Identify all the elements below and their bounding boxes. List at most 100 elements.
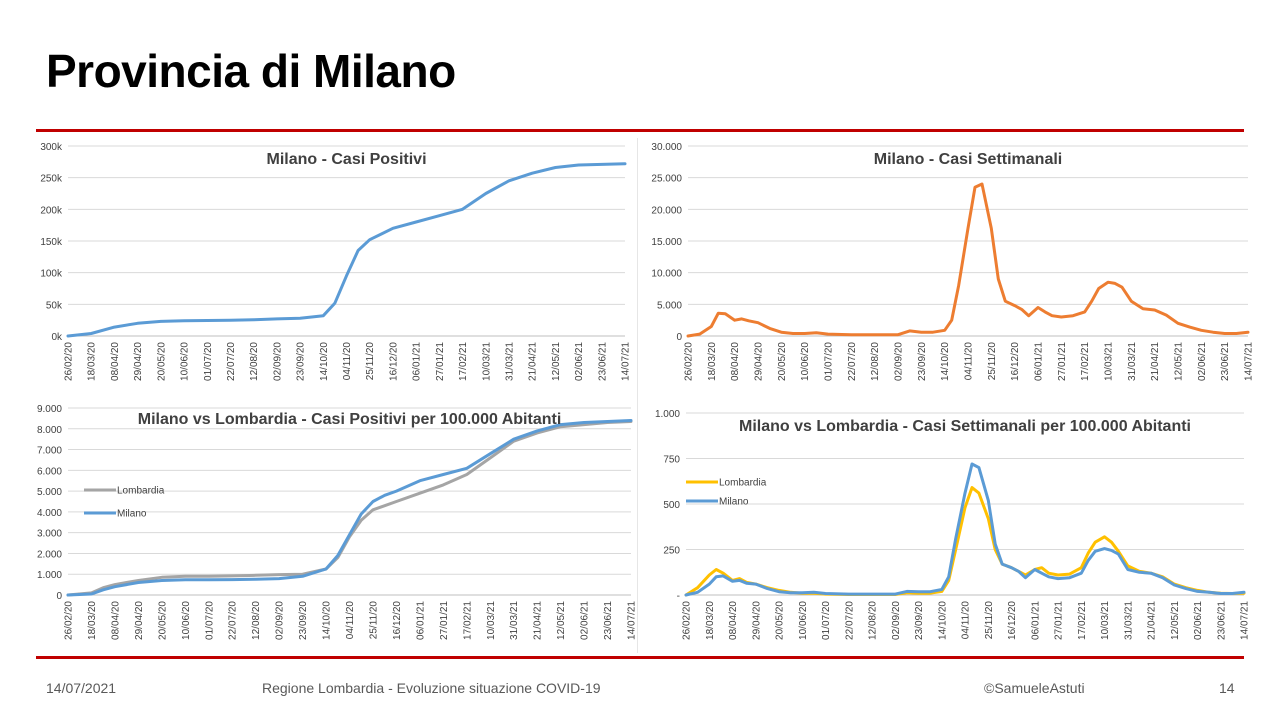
x-tick-label: 21/04/21 [1150,342,1161,381]
x-tick-label: 27/01/21 [435,342,446,381]
y-tick-label: 3.000 [37,529,62,540]
x-tick-label: 10/03/21 [481,342,492,381]
x-tick-label: 08/04/20 [110,342,121,381]
x-tick-label: 27/01/21 [439,601,450,640]
x-tick-label: 12/08/20 [251,601,262,640]
series-line-1 [686,182,1250,338]
x-tick-label: 01/07/20 [824,342,835,381]
x-tick-label: 14/07/21 [627,601,638,640]
x-tick-label: 29/04/20 [133,342,144,381]
x-tick-label: 12/08/20 [249,342,260,381]
x-tick-label: 01/07/20 [204,601,215,640]
x-tick-label: 17/02/21 [458,342,469,381]
x-tick-label: 16/12/20 [392,601,403,640]
x-tick-label: 29/04/20 [754,342,765,381]
x-tick-label: 10/06/20 [800,342,811,381]
series-line-lombardia [66,420,633,597]
y-tick-label: 5.000 [657,300,682,311]
x-tick-label: 04/11/20 [964,342,975,381]
x-tick-label: 04/11/20 [961,601,972,640]
top-divider [36,129,1244,132]
x-tick-label: 16/12/20 [1007,601,1018,640]
x-tick-label: 16/12/20 [1010,342,1021,381]
y-tick-label: 500 [663,500,680,511]
x-tick-label: 23/06/21 [603,601,614,640]
x-tick-label: 21/04/21 [1147,601,1158,640]
chart-casi-positivi: 0k 50k 100k 150k 200k 250k 300k 26/02/20 18/03/2… [28,138,638,393]
x-tick-label: 14/07/21 [621,342,632,381]
x-tick-label: 20/05/20 [775,601,786,640]
legend-label: Milano [719,497,749,508]
x-tick-label: 25/11/20 [987,342,998,381]
x-tick-label: 18/03/20 [705,601,716,640]
y-tick-label: 30.000 [651,142,682,153]
x-tick-label: 08/04/20 [730,342,741,381]
x-tick-label: 27/01/21 [1054,601,1065,640]
y-tick-label: 1.000 [655,409,680,420]
x-tick-label: 08/04/20 [110,601,121,640]
legend-label: Lombardia [719,478,767,489]
y-tick-label: 6.000 [37,466,62,477]
y-tick-label: 150k [40,237,63,248]
y-tick-label: 5.000 [37,487,62,498]
x-tick-label: 01/07/20 [203,342,214,381]
x-tick-label: 02/06/21 [1193,601,1204,640]
x-tick-label: 14/10/20 [319,342,330,381]
x-tick-label: 12/05/21 [551,342,562,381]
y-tick-label: 750 [663,455,680,466]
x-tick-label: 29/04/20 [751,601,762,640]
x-tick-label: 14/10/20 [937,601,948,640]
y-tick-label: 0 [56,591,62,602]
x-tick-label: 10/06/20 [180,342,191,381]
x-tick-label: 26/02/20 [682,601,693,640]
x-tick-label: 02/09/20 [891,601,902,640]
y-tick-label: 9.000 [37,404,62,415]
slide-title: Provincia di Milano [46,45,456,97]
legend-label: Milano [117,509,147,520]
x-tick-label: 26/02/20 [64,601,75,640]
x-tick-label: 31/03/21 [1123,601,1134,640]
chart-title: Milano vs Lombardia - Casi Settimanali p… [739,418,1191,435]
x-tick-label: 10/03/21 [1100,601,1111,640]
y-tick-label: 25.000 [651,174,682,185]
chart-title: Milano vs Lombardia - Casi Positivi per … [138,411,562,428]
footer-center-text: Regione Lombardia - Evoluzione situazion… [262,680,601,696]
series-line-milano [66,419,633,597]
x-tick-label: 02/09/20 [894,342,905,381]
x-tick-label: 23/09/20 [917,342,928,381]
x-tick-label: 10/06/20 [181,601,192,640]
x-tick-label: 18/03/20 [707,342,718,381]
y-tick-label: - [677,591,680,602]
x-tick-label: 18/03/20 [87,601,98,640]
x-tick-label: 23/09/20 [298,601,309,640]
x-tick-label: 02/09/20 [275,601,286,640]
x-tick-label: 06/01/21 [412,342,423,381]
series-line-milano [684,462,1246,597]
x-tick-label: 10/03/21 [1104,342,1115,381]
x-tick-label: 22/07/20 [228,601,239,640]
x-tick-label: 23/06/21 [1216,601,1227,640]
x-tick-label: 08/04/20 [728,601,739,640]
y-tick-label: 250 [663,546,680,557]
x-tick-label: 02/06/21 [580,601,591,640]
y-tick-label: 100k [40,269,63,280]
x-tick-label: 12/05/21 [1170,601,1181,640]
x-tick-label: 27/01/21 [1057,342,1068,381]
x-tick-label: 22/07/20 [847,342,858,381]
x-tick-label: 16/12/20 [388,342,399,381]
y-tick-label: 0 [676,332,682,343]
panel-separator [637,138,638,653]
x-tick-label: 17/02/21 [1077,601,1088,640]
x-tick-label: 12/08/20 [868,601,879,640]
x-tick-label: 21/04/21 [528,342,539,381]
x-tick-label: 02/06/21 [1197,342,1208,381]
x-tick-label: 06/01/21 [1030,601,1041,640]
x-tick-label: 20/05/20 [157,601,168,640]
x-tick-label: 14/07/21 [1244,342,1253,381]
x-tick-label: 26/02/20 [684,342,695,381]
y-tick-label: 8.000 [37,425,62,436]
y-tick-label: 20.000 [651,205,682,216]
chart-settimanali-per-100k: - 250 500 750 1.000 26/02/20 18/03/20 08/04/20 2… [640,398,1252,656]
footer-author: ©SamueleAstuti [984,680,1085,696]
x-tick-label: 06/01/21 [415,601,426,640]
